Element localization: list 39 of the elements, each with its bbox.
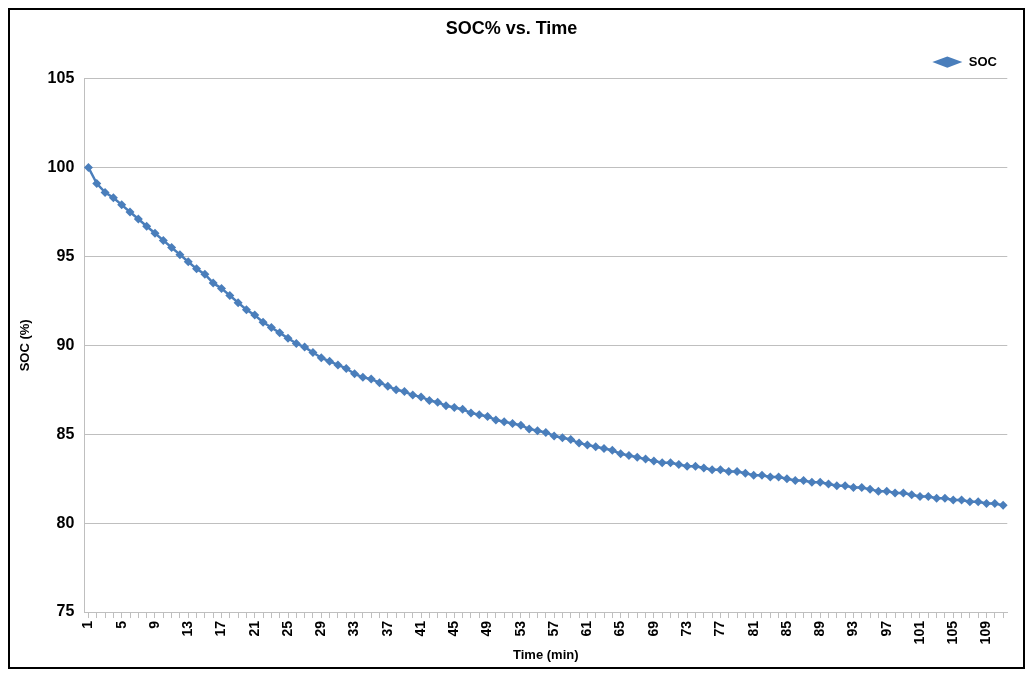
y-tick-label: 95 [56,246,75,264]
x-tick-label: 93 [844,620,861,637]
x-tick-label: 57 [544,620,561,637]
x-tick-label: 13 [179,620,196,637]
x-tick-label: 49 [478,620,495,637]
chart-title: SOC% vs. Time [445,17,578,38]
x-tick-label: 9 [145,620,162,629]
x-tick-label: 65 [611,620,628,637]
y-tick-label: 100 [47,157,75,175]
x-tick-label: 61 [578,620,595,637]
x-tick-label: 97 [877,620,894,637]
x-tick-label: 81 [744,620,761,637]
x-tick-label: 109 [977,620,994,645]
x-tick-label: 73 [678,620,695,637]
x-tick-label: 41 [411,620,428,637]
x-axis-title: Time (min) [513,646,579,662]
x-tick-label: 53 [511,620,528,637]
x-tick-label: 69 [644,620,661,637]
y-tick-label: 75 [56,602,75,620]
x-tick-label: 45 [445,620,462,637]
x-tick-label: 77 [711,620,728,637]
x-tick-label: 89 [811,620,828,637]
x-tick-label: 85 [777,620,794,637]
x-tick-label: 101 [910,620,927,645]
y-tick-label: 80 [56,513,75,531]
x-tick-label: 29 [312,620,329,637]
x-tick-label: 37 [378,620,395,637]
x-tick-label: 25 [278,620,295,637]
x-tick-label: 17 [212,620,229,637]
x-tick-label: 5 [112,620,129,629]
x-tick-label: 105 [944,620,961,645]
legend-label: SOC [968,53,998,69]
y-tick-label: 85 [56,424,75,442]
y-axis-title: SOC (%) [17,319,33,372]
x-tick-label: 1 [79,620,96,629]
x-tick-label: 33 [345,620,362,637]
y-tick-label: 105 [47,69,75,87]
y-tick-label: 90 [56,335,75,353]
x-tick-label: 21 [245,620,262,637]
